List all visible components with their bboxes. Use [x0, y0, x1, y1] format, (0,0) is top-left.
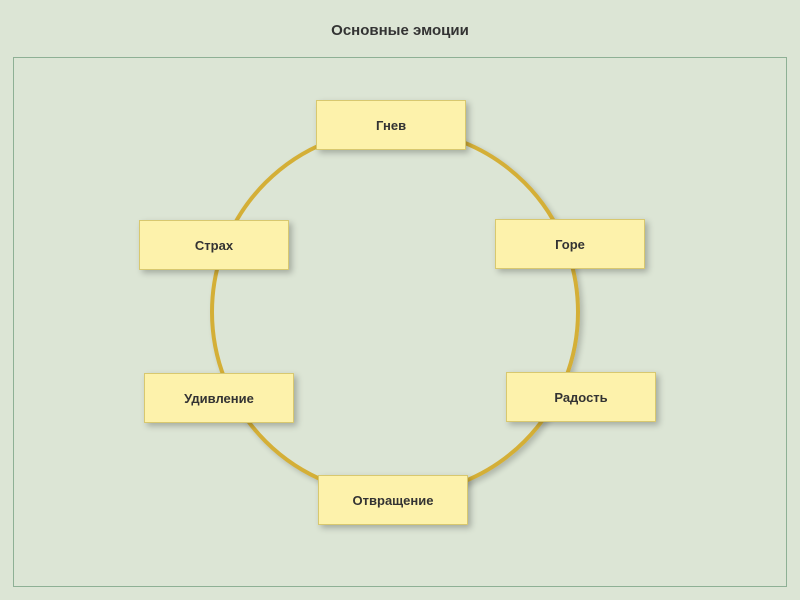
emotion-circle	[210, 127, 580, 497]
diagram-title: Основные эмоции	[0, 0, 800, 39]
emotion-node-joy: Радость	[506, 372, 656, 422]
emotion-node-grief: Горе	[495, 219, 645, 269]
emotion-node-disgust: Отвращение	[318, 475, 468, 525]
emotion-node-fear: Страх	[139, 220, 289, 270]
emotion-node-anger: Гнев	[316, 100, 466, 150]
emotion-node-surprise: Удивление	[144, 373, 294, 423]
